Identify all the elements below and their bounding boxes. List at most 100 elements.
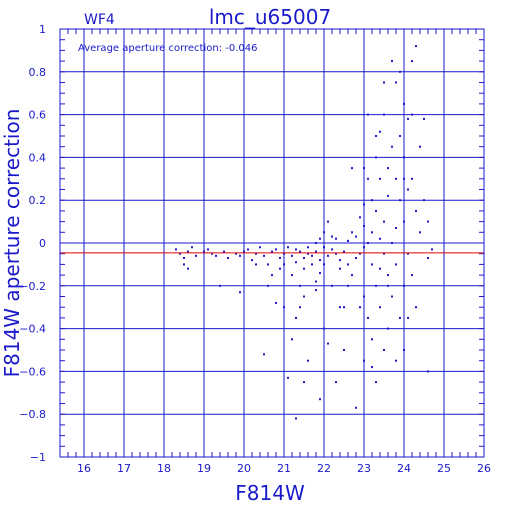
- data-point: [235, 252, 237, 255]
- data-point: [267, 263, 269, 266]
- x-tick-label: 18: [157, 462, 171, 475]
- data-point: [391, 295, 393, 298]
- data-point: [335, 237, 337, 240]
- data-point: [303, 381, 305, 384]
- data-point: [175, 248, 177, 251]
- data-point: [343, 306, 345, 309]
- data-point: [327, 342, 329, 345]
- data-point: [295, 248, 297, 251]
- data-point: [339, 267, 341, 270]
- data-point: [359, 216, 361, 219]
- data-point: [319, 398, 321, 401]
- data-point: [263, 353, 265, 356]
- data-point: [279, 267, 281, 270]
- data-point: [387, 167, 389, 170]
- data-point: [403, 102, 405, 105]
- data-point: [391, 145, 393, 148]
- x-tick-label: 20: [237, 462, 251, 475]
- y-tick-label: 0.2: [29, 194, 47, 207]
- data-point: [395, 359, 397, 362]
- data-point: [371, 231, 373, 234]
- y-tick-labels: −1 −0.8 −0.6 −0.4 −0.2 0 0.2 0.4 0.6 0.8 1: [19, 23, 46, 464]
- data-point: [399, 70, 401, 73]
- data-point: [303, 295, 305, 298]
- data-point: [387, 284, 389, 287]
- data-point: [191, 246, 193, 249]
- data-point: [367, 177, 369, 180]
- data-point: [331, 235, 333, 238]
- data-point: [379, 237, 381, 240]
- data-point: [195, 254, 197, 257]
- data-point: [379, 267, 381, 270]
- data-point: [275, 248, 277, 251]
- data-point: [379, 177, 381, 180]
- data-point: [239, 254, 241, 257]
- data-point: [347, 284, 349, 287]
- data-point: [415, 306, 417, 309]
- data-point: [351, 274, 353, 277]
- data-point: [387, 327, 389, 330]
- data-point: [331, 248, 333, 251]
- data-point: [307, 246, 309, 249]
- data-point: [363, 203, 365, 206]
- data-point: [251, 259, 253, 262]
- data-point: [363, 359, 365, 362]
- x-tick-label: 26: [477, 462, 491, 475]
- y-tick-label: −0.8: [19, 408, 46, 421]
- data-point: [431, 248, 433, 251]
- data-point: [303, 256, 305, 259]
- data-point: [367, 242, 369, 244]
- data-points: [175, 45, 433, 420]
- data-point: [279, 256, 281, 259]
- data-point: [323, 246, 325, 249]
- data-point: [271, 274, 273, 277]
- data-point: [283, 306, 285, 309]
- data-point: [383, 113, 385, 116]
- data-point: [295, 261, 297, 264]
- data-point: [347, 239, 349, 242]
- annotation-text: Average aperture correction: -0.046: [78, 43, 258, 54]
- data-point: [383, 349, 385, 351]
- data-point: [319, 237, 321, 240]
- data-point: [283, 252, 285, 255]
- data-point: [415, 45, 417, 48]
- data-point: [403, 177, 405, 180]
- data-point: [335, 252, 337, 255]
- data-point: [291, 254, 293, 257]
- data-point: [319, 271, 321, 274]
- data-point: [363, 224, 365, 227]
- x-tick-label: 24: [397, 462, 411, 475]
- data-point: [419, 231, 421, 234]
- data-point: [323, 327, 325, 330]
- grid: [59, 28, 485, 458]
- x-tick-label: 22: [317, 462, 331, 475]
- data-point: [351, 231, 353, 234]
- data-point: [411, 177, 413, 180]
- data-point: [315, 242, 317, 244]
- y-tick-label: 0.8: [29, 66, 47, 79]
- data-point: [247, 248, 249, 251]
- data-point: [327, 254, 329, 257]
- data-point: [307, 252, 309, 255]
- data-point: [423, 199, 425, 202]
- data-point: [403, 220, 405, 223]
- data-point: [399, 135, 401, 137]
- data-point: [331, 284, 333, 287]
- x-tick-label: 19: [197, 462, 211, 475]
- data-point: [303, 267, 305, 270]
- data-point: [207, 248, 209, 251]
- data-point: [299, 306, 301, 309]
- y-tick-label: −1: [30, 451, 46, 464]
- data-point: [283, 263, 285, 266]
- data-point: [395, 81, 397, 84]
- data-point: [323, 231, 325, 234]
- y-tick-label: 0.6: [29, 109, 47, 122]
- data-point: [263, 254, 265, 257]
- data-point: [411, 274, 413, 277]
- data-point: [299, 250, 301, 253]
- data-point: [259, 246, 261, 249]
- data-point: [343, 349, 345, 351]
- data-point: [307, 359, 309, 362]
- data-point: [375, 209, 377, 212]
